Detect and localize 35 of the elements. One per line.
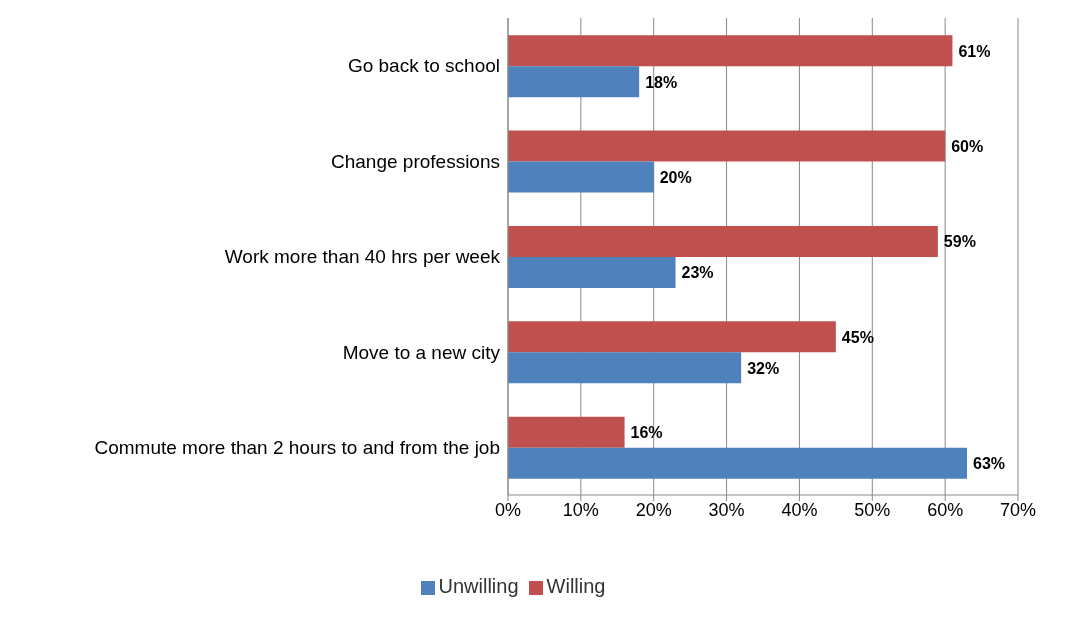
y-tick-label: Go back to school xyxy=(347,55,500,77)
x-tick-label: 10% xyxy=(562,499,599,520)
data-label: 18% xyxy=(645,73,678,91)
y-tick-label: Move to a new city xyxy=(342,341,501,363)
bar xyxy=(508,66,640,98)
x-tick-label: 60% xyxy=(927,499,964,520)
data-label: 60% xyxy=(951,138,984,156)
bar xyxy=(508,352,742,384)
x-tick-label: 0% xyxy=(494,499,522,520)
x-tick-label: 70% xyxy=(999,499,1037,520)
data-label: 61% xyxy=(958,42,991,60)
data-label: 59% xyxy=(943,233,976,251)
data-label: 16% xyxy=(630,424,663,442)
data-label: 63% xyxy=(973,455,1006,473)
data-label: 45% xyxy=(841,328,874,346)
data-label: 23% xyxy=(681,264,714,282)
data-label: 32% xyxy=(747,359,780,377)
x-tick-label: 50% xyxy=(854,499,891,520)
y-tick-label: Change professions xyxy=(331,150,500,172)
bar xyxy=(508,416,625,448)
y-tick-label: Commute more than 2 hours to and from the job xyxy=(94,437,500,459)
bar xyxy=(508,225,938,257)
legend-label: Unwilling xyxy=(438,575,519,597)
x-tick-label: 20% xyxy=(635,499,672,520)
x-tick-label: 40% xyxy=(781,499,818,520)
bar xyxy=(508,321,836,353)
legend-label: Willing xyxy=(546,575,606,597)
bar xyxy=(508,161,654,193)
bar xyxy=(508,35,953,67)
y-tick-label: Work more than 40 hrs per week xyxy=(224,246,501,268)
x-tick-label: 30% xyxy=(708,499,745,520)
bar xyxy=(508,447,967,479)
bar xyxy=(508,256,676,288)
bar xyxy=(508,130,946,162)
data-label: 20% xyxy=(659,169,692,187)
